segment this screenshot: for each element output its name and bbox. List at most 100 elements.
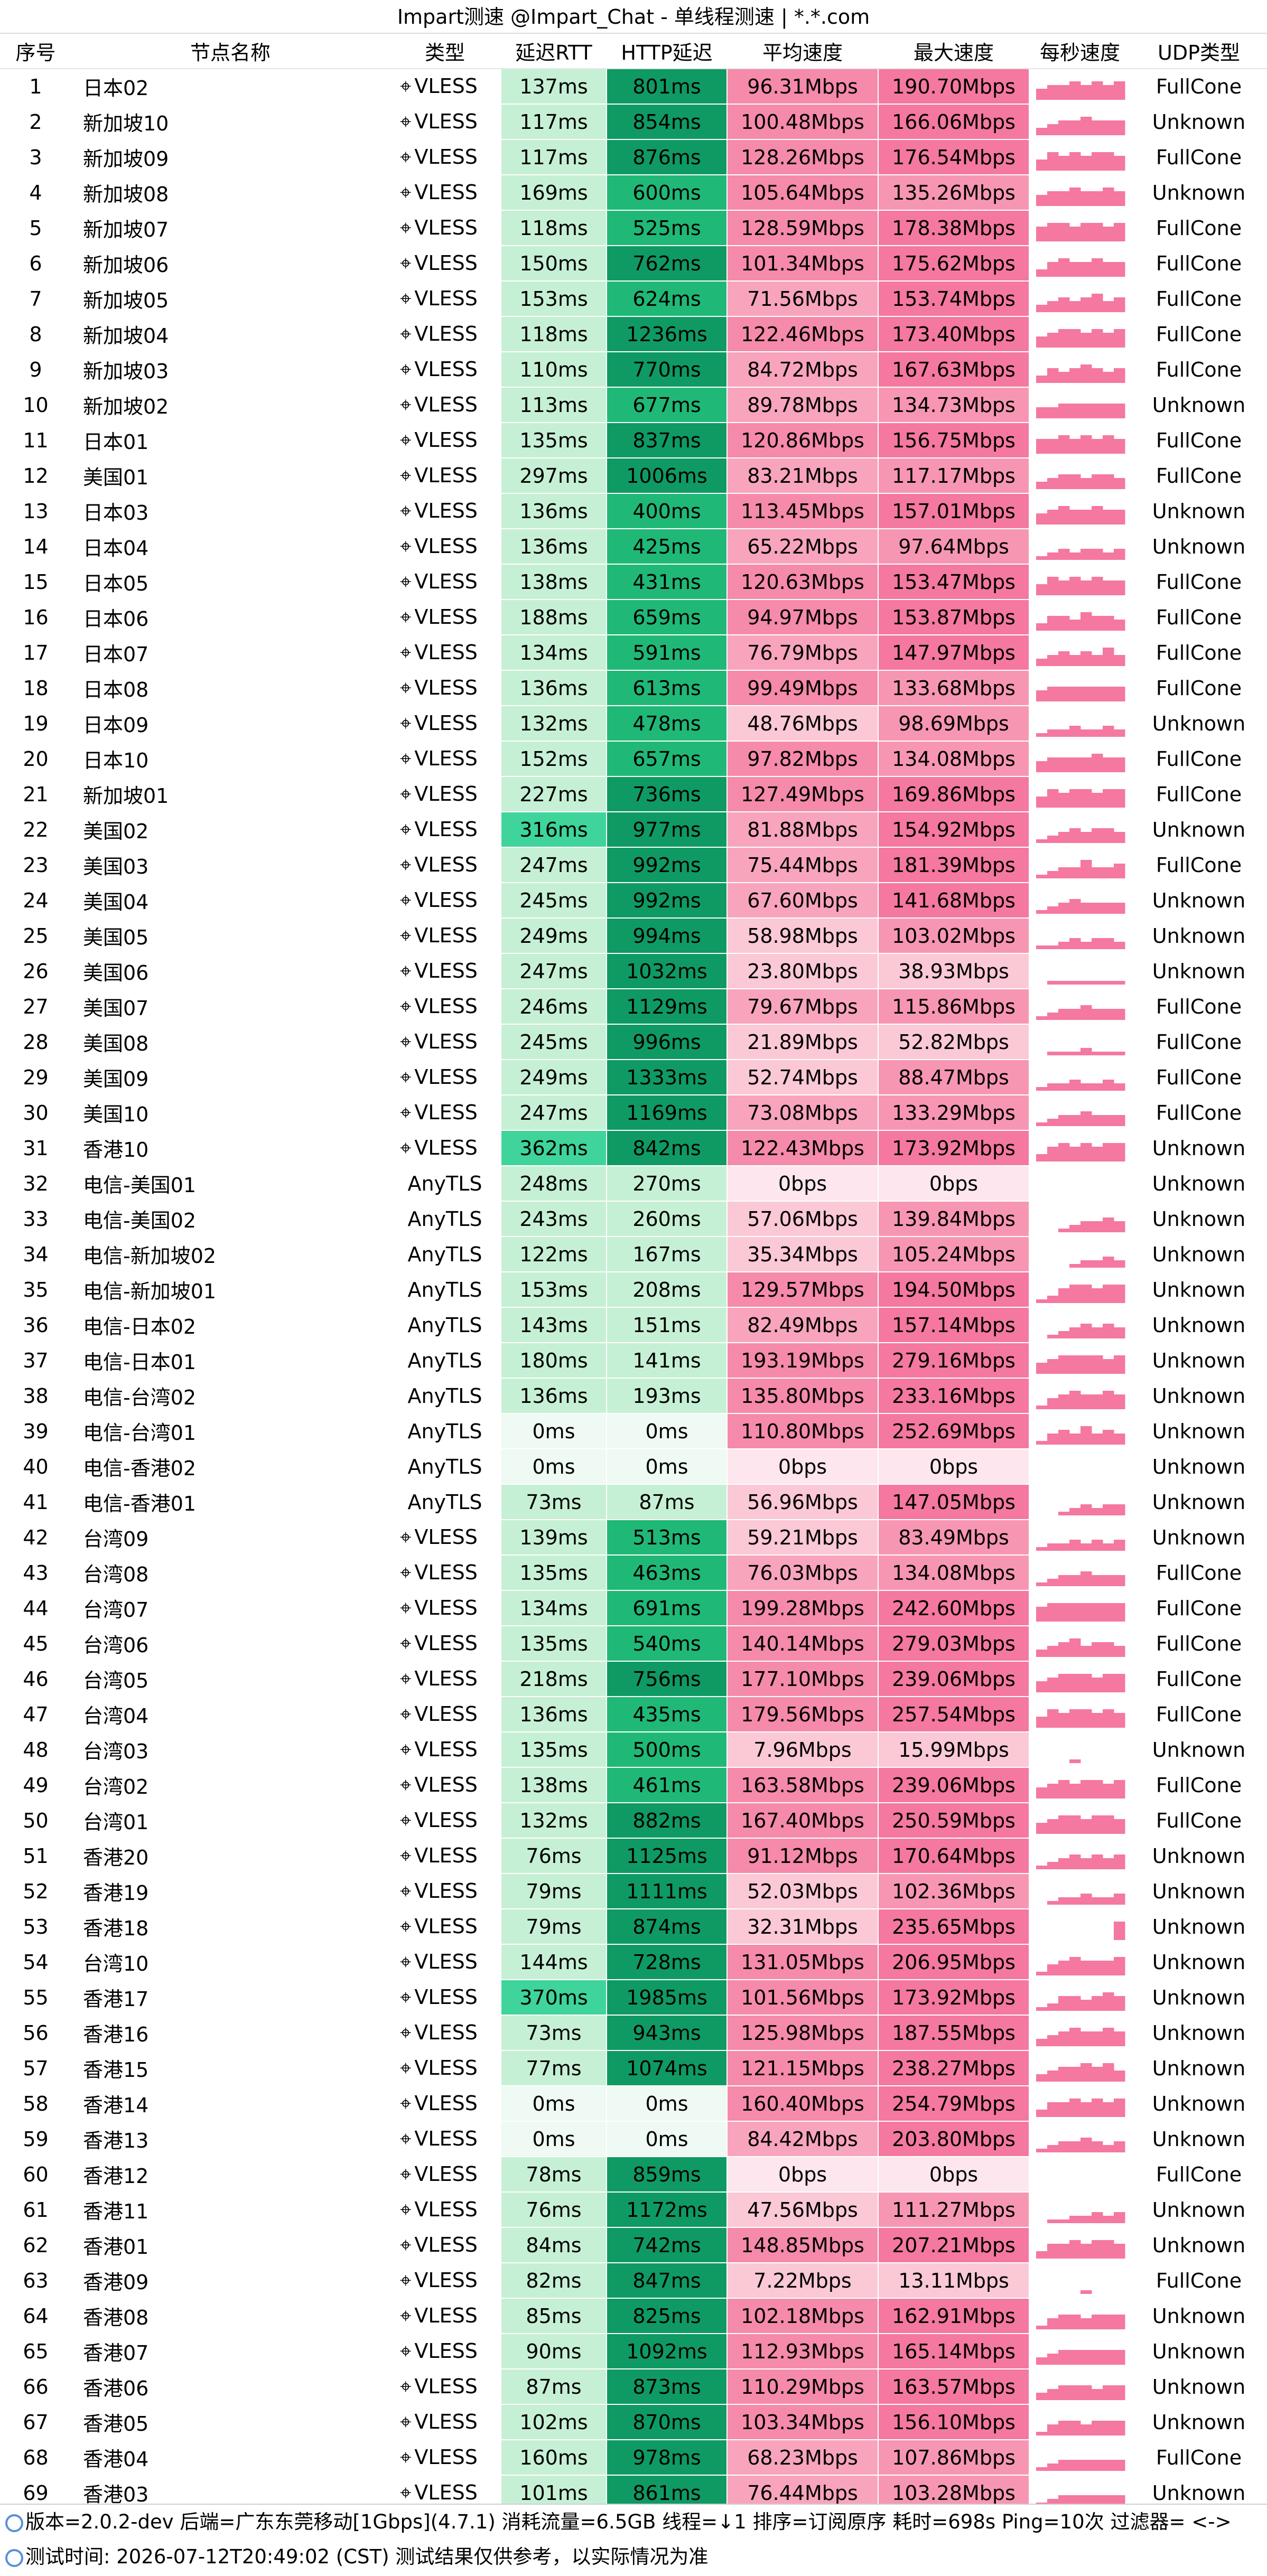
table-row[interactable]: 25 美国05 ⌖ VLESS 249ms 994ms 58.98Mbps 103.02Mbp… (0, 918, 1267, 954)
table-row[interactable]: 57 香港15 ⌖ VLESS 77ms 1074ms 121.15Mbps 238.27Mb… (0, 2050, 1267, 2086)
table-row[interactable]: 36 电信-日本02 AnyTLS 143ms 151ms 82.49Mbps 157.14… (0, 1307, 1267, 1343)
udp-type: FullCone (1131, 1767, 1267, 1803)
sparkline-bar (1047, 616, 1059, 631)
table-row[interactable]: 14 日本04 ⌖ VLESS 136ms 425ms 65.22Mbps 97.64Mbps… (0, 529, 1267, 565)
table-row[interactable]: 2 新加坡10 ⌖ VLESS 117ms 854ms 100.48Mbps 166.06Mb… (0, 104, 1267, 140)
table-row[interactable]: 7 新加坡05 ⌖ VLESS 153ms 624ms 71.56Mbps 153.74Mbp… (0, 281, 1267, 317)
table-row[interactable]: 21 新加坡01 ⌖ VLESS 227ms 736ms 127.49Mbps 169.86M… (0, 776, 1267, 812)
table-row[interactable]: 64 香港08 ⌖ VLESS 85ms 825ms 102.18Mbps 162.91Mbp… (0, 2298, 1267, 2334)
sparkline-bar (1036, 659, 1048, 666)
header-rtt[interactable]: 延迟RTT (501, 34, 607, 69)
table-row[interactable]: 15 日本05 ⌖ VLESS 138ms 431ms 120.63Mbps 153.47Mb… (0, 564, 1267, 600)
header-http-latency[interactable]: HTTP延迟 (607, 34, 728, 69)
table-row[interactable]: 40 电信-香港02 AnyTLS 0ms 0ms 0bps 0bps Unknown (0, 1449, 1267, 1485)
table-row[interactable]: 63 香港09 ⌖ VLESS 82ms 847ms 7.22Mbps 13.11Mbps Fu… (0, 2263, 1267, 2299)
header-node-name[interactable]: 节点名称 (72, 34, 389, 69)
table-row[interactable]: 67 香港05 ⌖ VLESS 102ms 870ms 103.34Mbps 156.10Mb… (0, 2404, 1267, 2440)
table-row[interactable]: 49 台湾02 ⌖ VLESS 138ms 461ms 163.58Mbps 239.06Mb… (0, 1767, 1267, 1803)
header-type[interactable]: 类型 (389, 34, 501, 69)
node-type: AnyTLS (389, 1484, 501, 1520)
table-row[interactable]: 23 美国03 ⌖ VLESS 247ms 992ms 75.44Mbps 181.39Mbp… (0, 847, 1267, 883)
table-row[interactable]: 11 日本01 ⌖ VLESS 135ms 837ms 120.86Mbps 156.75Mb… (0, 423, 1267, 458)
table-row[interactable]: 55 香港17 ⌖ VLESS 370ms 1985ms 101.56Mbps 173.92M… (0, 1980, 1267, 2016)
table-row[interactable]: 32 电信-美国01 AnyTLS 248ms 270ms 0bps 0bps Unknown (0, 1166, 1267, 1202)
udp-type: Unknown (1131, 706, 1267, 742)
table-row[interactable]: 65 香港07 ⌖ VLESS 90ms 1092ms 112.93Mbps 165.14Mb… (0, 2334, 1267, 2369)
udp-type: Unknown (1131, 1130, 1267, 1166)
sparkline-bar (1114, 510, 1125, 524)
table-row[interactable]: 43 台湾08 ⌖ VLESS 135ms 463ms 76.03Mbps 134.08Mbp… (0, 1555, 1267, 1591)
table-row[interactable]: 54 台湾10 ⌖ VLESS 144ms 728ms 131.05Mbps 206.95Mb… (0, 1944, 1267, 1980)
header-avg-speed[interactable]: 平均速度 (727, 34, 879, 69)
table-row[interactable]: 10 新加坡02 ⌖ VLESS 113ms 677ms 89.78Mbps 134.73Mb… (0, 387, 1267, 423)
table-row[interactable]: 44 台湾07 ⌖ VLESS 134ms 691ms 199.28Mbps 242.60Mb… (0, 1590, 1267, 1626)
header-max-speed[interactable]: 最大速度 (878, 34, 1030, 69)
table-row[interactable]: 42 台湾09 ⌖ VLESS 139ms 513ms 59.21Mbps 83.49Mbps… (0, 1520, 1267, 1556)
table-row[interactable]: 20 日本10 ⌖ VLESS 152ms 657ms 97.82Mbps 134.08Mbp… (0, 741, 1267, 777)
sparkline-bar (1047, 152, 1059, 171)
sparkline-bar (1047, 1543, 1059, 1551)
table-row[interactable]: 31 香港10 ⌖ VLESS 362ms 842ms 122.43Mbps 173.92Mb… (0, 1130, 1267, 1166)
table-row[interactable]: 53 香港18 ⌖ VLESS 79ms 874ms 32.31Mbps 235.65Mbps… (0, 1909, 1267, 1945)
table-row[interactable]: 28 美国08 ⌖ VLESS 245ms 996ms 21.89Mbps 52.82Mbps… (0, 1024, 1267, 1060)
table-row[interactable]: 52 香港19 ⌖ VLESS 79ms 1111ms 52.03Mbps 102.36Mbp… (0, 1874, 1267, 1909)
table-row[interactable]: 12 美国01 ⌖ VLESS 297ms 1006ms 83.21Mbps 117.17Mb… (0, 458, 1267, 494)
table-row[interactable]: 48 台湾03 ⌖ VLESS 135ms 500ms 7.96Mbps 15.99Mbps U… (0, 1732, 1267, 1768)
table-row[interactable]: 41 电信-香港01 AnyTLS 73ms 87ms 56.96Mbps 147.05Mb… (0, 1484, 1267, 1520)
table-row[interactable]: 58 香港14 ⌖ VLESS 0ms 0ms 160.40Mbps 254.79Mbps Un… (0, 2086, 1267, 2122)
table-row[interactable]: 26 美国06 ⌖ VLESS 247ms 1032ms 23.80Mbps 38.93Mbp… (0, 953, 1267, 989)
table-row[interactable]: 50 台湾01 ⌖ VLESS 132ms 882ms 167.40Mbps 250.59Mb… (0, 1803, 1267, 1839)
table-row[interactable]: 22 美国02 ⌖ VLESS 316ms 977ms 81.88Mbps 154.92Mbp… (0, 812, 1267, 848)
table-row[interactable]: 24 美国04 ⌖ VLESS 245ms 992ms 67.60Mbps 141.68Mbp… (0, 883, 1267, 919)
avg-speed-value: 120.63Mbps (727, 564, 879, 600)
sparkline-bar (1058, 2315, 1070, 2329)
sparkline-bar (1036, 1866, 1048, 1869)
http-latency-value: 1074ms (607, 2050, 728, 2086)
table-row[interactable]: 13 日本03 ⌖ VLESS 136ms 400ms 113.45Mbps 157.01Mb… (0, 493, 1267, 529)
table-row[interactable]: 39 电信-台湾01 AnyTLS 0ms 0ms 110.80Mbps 252.69Mbp… (0, 1413, 1267, 1449)
table-row[interactable]: 33 电信-美国02 AnyTLS 243ms 260ms 57.06Mbps 139.84… (0, 1201, 1267, 1237)
table-row[interactable]: 18 日本08 ⌖ VLESS 136ms 613ms 99.49Mbps 133.68Mbp… (0, 670, 1267, 706)
node-type-label: VLESS (414, 1101, 478, 1124)
table-row[interactable]: 68 香港04 ⌖ VLESS 160ms 978ms 68.23Mbps 107.86Mbp… (0, 2440, 1267, 2476)
table-row[interactable]: 47 台湾04 ⌖ VLESS 136ms 435ms 179.56Mbps 257.54Mb… (0, 1697, 1267, 1732)
node-type-label: VLESS (414, 1773, 478, 1796)
header-per-second-speed[interactable]: 每秒速度 (1029, 34, 1131, 69)
avg-speed-value: 0bps (727, 1166, 879, 1202)
table-row[interactable]: 3 新加坡09 ⌖ VLESS 117ms 876ms 128.26Mbps 176.54Mb… (0, 139, 1267, 175)
table-row[interactable]: 59 香港13 ⌖ VLESS 0ms 0ms 84.42Mbps 203.80Mbps Unk… (0, 2121, 1267, 2157)
table-row[interactable]: 61 香港11 ⌖ VLESS 76ms 1172ms 47.56Mbps 111.27Mbp… (0, 2192, 1267, 2228)
table-row[interactable]: 1 日本02 ⌖ VLESS 137ms 801ms 96.31Mbps 190.70Mbps… (0, 69, 1267, 105)
table-row[interactable]: 19 日本09 ⌖ VLESS 132ms 478ms 48.76Mbps 98.69Mbps… (0, 706, 1267, 742)
table-row[interactable]: 29 美国09 ⌖ VLESS 249ms 1333ms 52.74Mbps 88.47Mbp… (0, 1060, 1267, 1095)
node-type-label: VLESS (414, 1065, 478, 1089)
table-row[interactable]: 62 香港01 ⌖ VLESS 84ms 742ms 148.85Mbps 207.21Mbp… (0, 2227, 1267, 2263)
table-row[interactable]: 6 新加坡06 ⌖ VLESS 150ms 762ms 101.34Mbps 175.62Mb… (0, 246, 1267, 282)
table-row[interactable]: 34 电信-新加坡02 AnyTLS 122ms 167ms 35.34Mbps 105.2… (0, 1237, 1267, 1272)
table-row[interactable]: 16 日本06 ⌖ VLESS 188ms 659ms 94.97Mbps 153.87Mbp… (0, 599, 1267, 635)
table-row[interactable]: 30 美国10 ⌖ VLESS 247ms 1169ms 73.08Mbps 133.29Mb… (0, 1095, 1267, 1131)
table-row[interactable]: 8 新加坡04 ⌖ VLESS 118ms 1236ms 122.46Mbps 173.40M… (0, 316, 1267, 352)
table-row[interactable]: 17 日本07 ⌖ VLESS 134ms 591ms 76.79Mbps 147.97Mbp… (0, 635, 1267, 671)
table-row[interactable]: 5 新加坡07 ⌖ VLESS 118ms 525ms 128.59Mbps 178.38Mb… (0, 210, 1267, 246)
node-name: 香港09 (72, 2263, 389, 2299)
table-row[interactable]: 4 新加坡08 ⌖ VLESS 169ms 600ms 105.64Mbps 135.26Mb… (0, 175, 1267, 211)
table-row[interactable]: 45 台湾06 ⌖ VLESS 135ms 540ms 140.14Mbps 279.03Mb… (0, 1626, 1267, 1662)
protocol-icon: ⌖ (400, 2481, 412, 2504)
table-row[interactable]: 27 美国07 ⌖ VLESS 246ms 1129ms 79.67Mbps 115.86Mb… (0, 989, 1267, 1025)
http-latency-value: 691ms (607, 1590, 728, 1626)
per-second-sparkline (1029, 2369, 1131, 2405)
header-index[interactable]: 序号 (0, 34, 72, 69)
table-row[interactable]: 56 香港16 ⌖ VLESS 73ms 943ms 125.98Mbps 187.55Mbp… (0, 2015, 1267, 2051)
sparkline-bar (1092, 120, 1103, 135)
table-row[interactable]: 66 香港06 ⌖ VLESS 87ms 873ms 110.29Mbps 163.57Mbp… (0, 2369, 1267, 2405)
table-row[interactable]: 51 香港20 ⌖ VLESS 76ms 1125ms 91.12Mbps 170.64Mbp… (0, 1838, 1267, 1874)
header-udp-type[interactable]: UDP类型 (1131, 34, 1267, 69)
table-row[interactable]: 46 台湾05 ⌖ VLESS 218ms 756ms 177.10Mbps 239.06Mb… (0, 1661, 1267, 1697)
node-name: 日本06 (72, 599, 389, 635)
table-row[interactable]: 35 电信-新加坡01 AnyTLS 153ms 208ms 129.57Mbps 194.… (0, 1272, 1267, 1308)
table-row[interactable]: 37 电信-日本01 AnyTLS 180ms 141ms 193.19Mbps 279.1… (0, 1343, 1267, 1379)
table-row[interactable]: 38 电信-台湾02 AnyTLS 136ms 193ms 135.80Mbps 233.1… (0, 1378, 1267, 1414)
table-row[interactable]: 60 香港12 ⌖ VLESS 78ms 859ms 0bps 0bps FullCone (0, 2157, 1267, 2193)
table-row[interactable]: 9 新加坡03 ⌖ VLESS 110ms 770ms 84.72Mbps 167.63Mbp… (0, 352, 1267, 388)
